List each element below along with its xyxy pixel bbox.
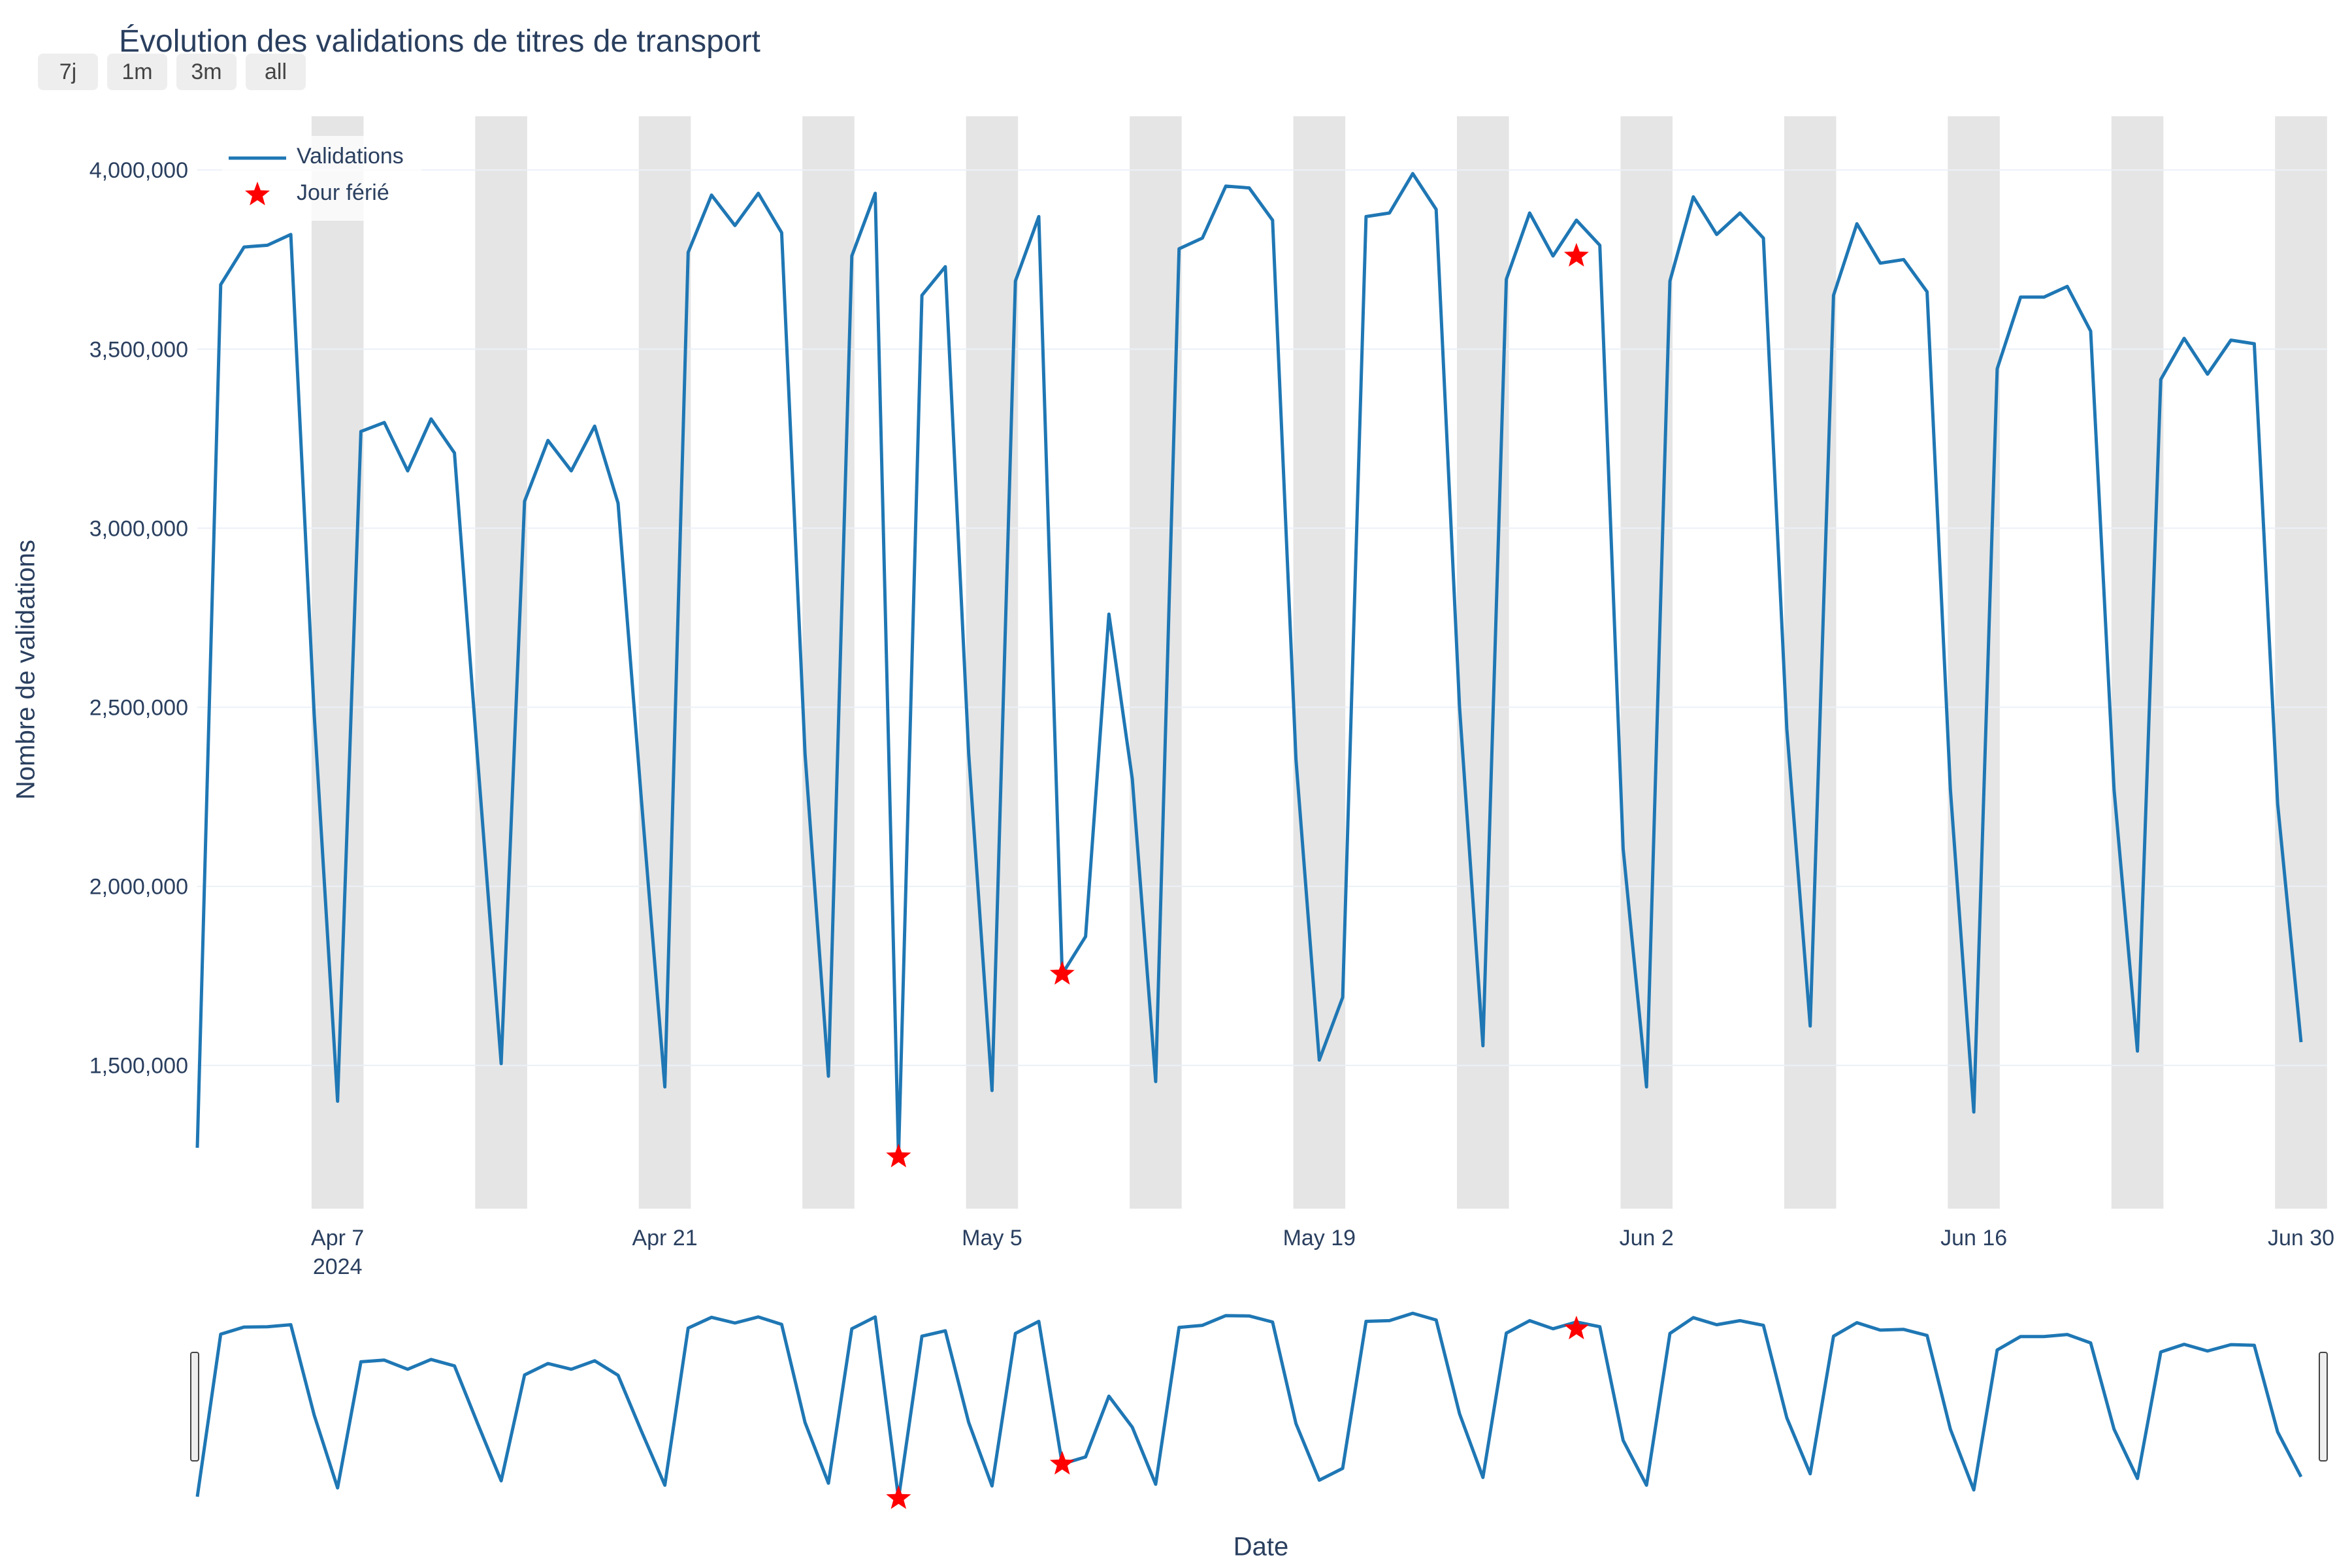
legend-background	[222, 136, 421, 221]
x-tick-label: May 5	[962, 1226, 1022, 1250]
legend-star-icon	[245, 182, 270, 206]
weekend-band-0	[311, 116, 364, 1209]
holiday-marker	[1049, 960, 1075, 985]
x-tick-label: May 19	[1283, 1226, 1356, 1250]
range-slider-right-handle[interactable]	[2319, 1352, 2328, 1462]
y-tick-label: 1,500,000	[90, 1054, 188, 1079]
weekend-band-4	[966, 116, 1019, 1209]
series-line-validations	[195, 172, 2303, 1158]
range-slider-markers	[886, 1315, 1589, 1509]
range-button-7j[interactable]: 7j	[38, 54, 98, 90]
chart-title: Évolution des validations de titres de t…	[119, 24, 760, 59]
y-gridlines	[197, 169, 2327, 1066]
x-tick-labels: Apr 7 2024 Apr 21 May 5 May 19 Jun 2 Jun 16 Jun…	[311, 1226, 2334, 1279]
y-tick-label: 3,500,000	[90, 337, 188, 362]
weekend-band-10	[1948, 116, 2000, 1209]
weekend-band-6	[1293, 116, 1346, 1209]
range-slider-series-line	[195, 1311, 2303, 1500]
weekend-band-8	[1620, 116, 1673, 1209]
x-tick-label: Apr 21	[632, 1226, 697, 1250]
range-slider-left-handle[interactable]	[190, 1352, 199, 1462]
range-slider-line	[195, 1311, 2303, 1500]
y-tick-label: 2,000,000	[90, 875, 188, 900]
range-button-1m[interactable]: 1m	[107, 54, 167, 90]
validations-line	[195, 172, 2303, 1158]
y-axis-label: Nombre de validations	[11, 540, 41, 800]
range-slider[interactable]	[0, 0, 2328, 1509]
holiday-markers	[886, 242, 1589, 1168]
x-tick-label: Jun 2	[1620, 1226, 1674, 1250]
range-slider-holiday-marker	[1563, 1315, 1589, 1339]
weekend-band-12	[2275, 116, 2327, 1209]
holiday-marker	[886, 1143, 911, 1168]
x-tick-label: Jun 30	[2268, 1226, 2334, 1250]
legend	[222, 136, 421, 221]
legend-label-jour-ferie: Jour férié	[297, 180, 389, 205]
y-tick-label: 2,500,000	[90, 696, 188, 721]
weekend-band-2	[638, 116, 691, 1209]
y-tick-label: 4,000,000	[90, 158, 188, 183]
y-tick-label: 3,000,000	[90, 516, 188, 541]
weekend-band-9	[1784, 116, 1837, 1209]
range-button-3m[interactable]: 3m	[176, 54, 237, 90]
x-axis-label: Date	[1233, 1532, 1289, 1561]
range-slider-holiday-marker	[886, 1485, 911, 1509]
legend-label-validations: Validations	[297, 144, 404, 169]
x-tick-sublabel: 2024	[313, 1254, 363, 1279]
y-tick-labels: 1,500,000 2,000,000 2,500,000 3,000,000 3,50…	[90, 158, 188, 1078]
x-tick-label: Apr 7	[311, 1226, 364, 1250]
holiday-marker	[1563, 242, 1589, 267]
range-button-all[interactable]: all	[246, 54, 306, 90]
x-tick-label: Jun 16	[1940, 1226, 2007, 1250]
range-slider-holiday-marker	[1049, 1450, 1075, 1475]
